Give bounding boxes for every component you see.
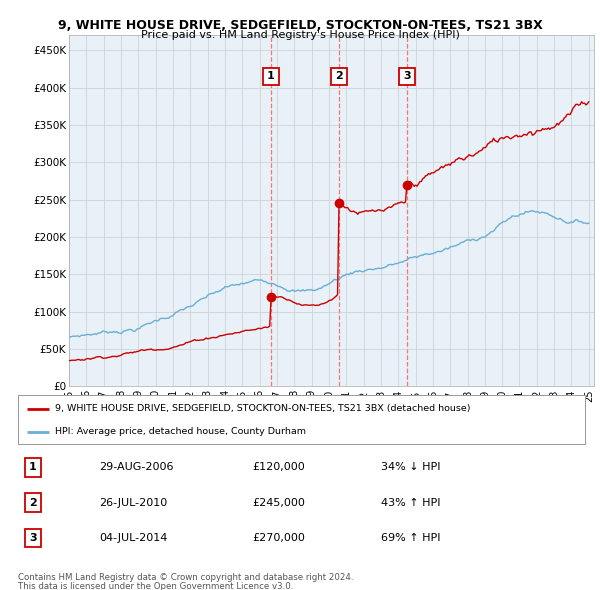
Text: This data is licensed under the Open Government Licence v3.0.: This data is licensed under the Open Gov… bbox=[18, 582, 293, 590]
Text: 2: 2 bbox=[29, 498, 37, 507]
Text: 9, WHITE HOUSE DRIVE, SEDGEFIELD, STOCKTON-ON-TEES, TS21 3BX (detached house): 9, WHITE HOUSE DRIVE, SEDGEFIELD, STOCKT… bbox=[55, 404, 470, 414]
Text: £245,000: £245,000 bbox=[252, 498, 305, 507]
Text: 1: 1 bbox=[267, 71, 275, 81]
Text: 3: 3 bbox=[403, 71, 410, 81]
Text: 69% ↑ HPI: 69% ↑ HPI bbox=[381, 533, 440, 543]
Text: 2: 2 bbox=[335, 71, 343, 81]
Text: 9, WHITE HOUSE DRIVE, SEDGEFIELD, STOCKTON-ON-TEES, TS21 3BX: 9, WHITE HOUSE DRIVE, SEDGEFIELD, STOCKT… bbox=[58, 19, 542, 32]
Text: Contains HM Land Registry data © Crown copyright and database right 2024.: Contains HM Land Registry data © Crown c… bbox=[18, 573, 353, 582]
Text: 3: 3 bbox=[29, 533, 37, 543]
Text: £270,000: £270,000 bbox=[252, 533, 305, 543]
Text: £120,000: £120,000 bbox=[252, 463, 305, 472]
Text: 26-JUL-2010: 26-JUL-2010 bbox=[99, 498, 167, 507]
Text: 1: 1 bbox=[29, 463, 37, 472]
Text: 43% ↑ HPI: 43% ↑ HPI bbox=[381, 498, 440, 507]
Text: Price paid vs. HM Land Registry's House Price Index (HPI): Price paid vs. HM Land Registry's House … bbox=[140, 30, 460, 40]
Text: 34% ↓ HPI: 34% ↓ HPI bbox=[381, 463, 440, 472]
Text: HPI: Average price, detached house, County Durham: HPI: Average price, detached house, Coun… bbox=[55, 427, 306, 436]
Text: 04-JUL-2014: 04-JUL-2014 bbox=[99, 533, 167, 543]
Text: 29-AUG-2006: 29-AUG-2006 bbox=[99, 463, 173, 472]
